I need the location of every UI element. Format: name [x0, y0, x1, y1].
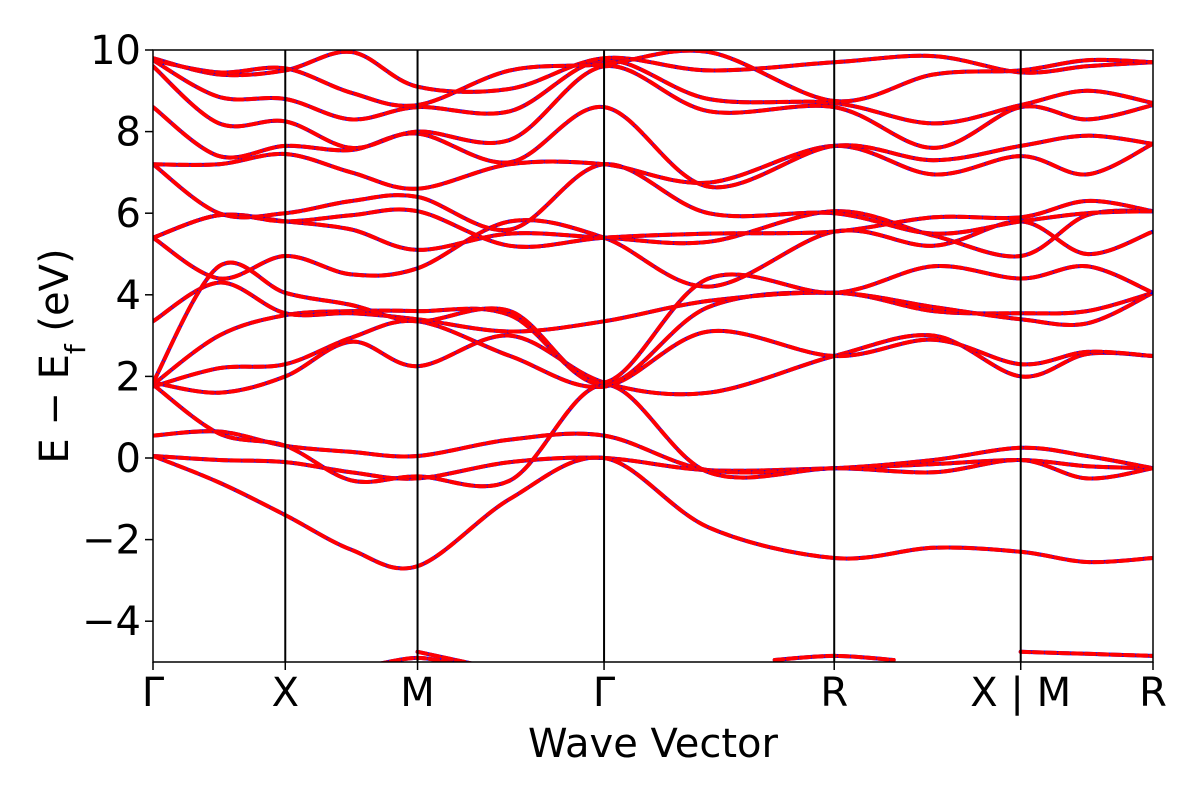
band-line-blue-16: [153, 66, 1153, 148]
y-tick-label: 8: [116, 110, 141, 156]
x-tick-label: Γ: [142, 670, 165, 716]
x-tick-label: R: [820, 670, 848, 716]
y-axis-title: E − Ef (eV): [32, 248, 92, 463]
x-axis: Γ X M Γ R X | M R: [142, 662, 1167, 716]
y-axis: −4 −2 0 2 4 6 8 10: [82, 28, 153, 645]
y-tick-label: 0: [116, 436, 141, 482]
y-tick-label: 10: [90, 28, 141, 74]
y-tick-label: 4: [116, 273, 141, 319]
x-tick-label: Γ: [593, 670, 616, 716]
band-line-red-19: [153, 51, 1153, 106]
band-line-red-23: [1021, 652, 1153, 656]
y-tick-label: 6: [116, 191, 141, 237]
x-tick-label: R: [1139, 670, 1167, 716]
y-axis-title-main: E − E: [32, 354, 78, 464]
band-line-blue-8: [153, 283, 1153, 332]
bands: [153, 51, 1153, 667]
y-axis-title-unit: (eV): [32, 248, 78, 344]
band-line-red-16: [153, 66, 1153, 148]
band-line-red-5: [153, 335, 1153, 394]
x-tick-label: X: [272, 670, 299, 716]
x-axis-title: Wave Vector: [528, 721, 779, 767]
x-tick-label: X | M: [970, 670, 1071, 716]
band-line-red-8: [153, 283, 1153, 332]
y-tick-label: 2: [116, 354, 141, 400]
y-tick-label: −2: [82, 518, 141, 564]
band-line-red-4: [153, 385, 1153, 487]
band-line-red-2: [153, 456, 1153, 568]
y-tick-label: −4: [82, 599, 141, 645]
band-line-blue-4: [153, 385, 1153, 487]
x-tick-label: M: [400, 670, 435, 716]
band-line-blue-19: [153, 51, 1153, 106]
